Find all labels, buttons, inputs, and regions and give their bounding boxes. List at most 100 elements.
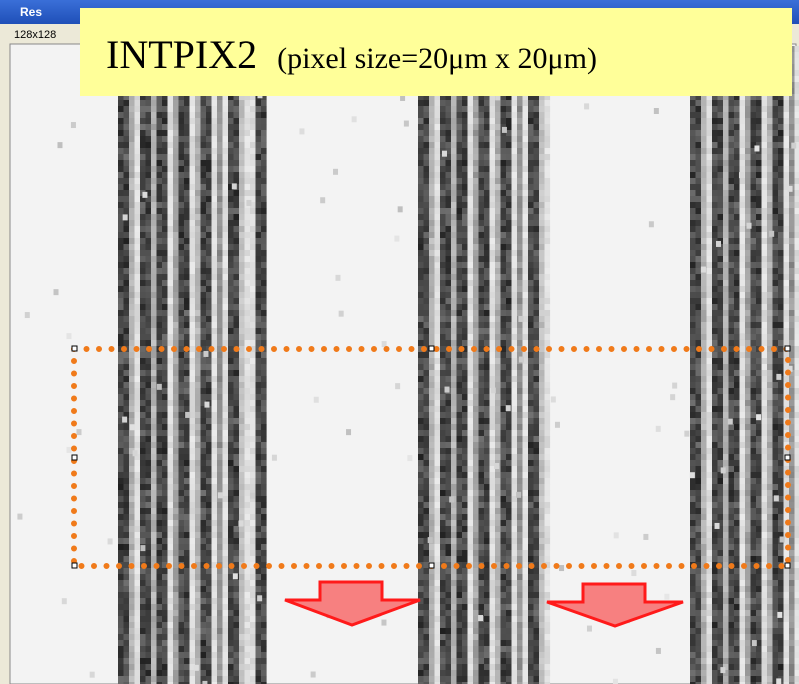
pixel [501, 598, 507, 604]
pixel [473, 580, 479, 586]
pixel [124, 106, 130, 112]
pixel [212, 142, 218, 148]
pixel [162, 658, 168, 664]
pixel [462, 100, 468, 106]
pixel [151, 244, 157, 250]
pixel [424, 226, 430, 232]
pixel [168, 670, 174, 676]
pixel [162, 496, 168, 502]
pixel [151, 628, 157, 634]
pixel [435, 250, 441, 256]
pixel [201, 526, 207, 532]
pixel [151, 652, 157, 658]
pixel [462, 394, 468, 400]
pixel [440, 628, 446, 634]
pixel [245, 532, 251, 538]
pixel [228, 520, 234, 526]
pixel [118, 604, 124, 610]
pixel [435, 418, 441, 424]
pixel [184, 238, 190, 244]
pixel [457, 448, 463, 454]
pixel [223, 352, 229, 358]
pixel [179, 412, 185, 418]
pixel [190, 256, 196, 262]
pixel [490, 412, 496, 418]
pixel [212, 334, 218, 340]
pixel [239, 490, 245, 496]
pixel [212, 586, 218, 592]
pixel [468, 148, 474, 154]
pixel [223, 466, 229, 472]
pixel [523, 130, 529, 136]
pixel [162, 628, 168, 634]
pixel [446, 328, 452, 334]
pixel [484, 286, 490, 292]
pixel [129, 304, 135, 310]
pixel [446, 166, 452, 172]
pixel [245, 136, 251, 142]
pixel [168, 178, 174, 184]
pixel [206, 436, 212, 442]
pixel [418, 226, 424, 232]
pixel [195, 592, 201, 598]
pixel [140, 454, 146, 460]
pixel [261, 220, 267, 226]
pixel [157, 544, 163, 550]
pixel [495, 262, 501, 268]
pixel [479, 244, 485, 250]
pixel [195, 634, 201, 640]
pixel [217, 676, 223, 682]
pixel [451, 670, 457, 676]
pixel [435, 676, 441, 682]
pixel [256, 460, 262, 466]
pixel [429, 604, 435, 610]
pixel [217, 664, 223, 670]
pixel [239, 274, 245, 280]
pixel [124, 166, 130, 172]
pixel [195, 106, 201, 112]
pixel [451, 586, 457, 592]
pixel [440, 508, 446, 514]
pixel [440, 460, 446, 466]
pixel [118, 178, 124, 184]
pixel [462, 640, 468, 646]
pixel [179, 616, 185, 622]
pixel [234, 142, 240, 148]
pixel [446, 424, 452, 430]
pixel [217, 184, 223, 190]
pixel [190, 250, 196, 256]
pixel [173, 550, 179, 556]
pixel [256, 538, 262, 544]
pixel [190, 520, 196, 526]
pixel [490, 508, 496, 514]
pixel [223, 244, 229, 250]
pixel [190, 214, 196, 220]
pixel [512, 292, 518, 298]
pixel [473, 208, 479, 214]
pixel [462, 466, 468, 472]
pixel [429, 388, 435, 394]
pixel [418, 268, 424, 274]
pixel [245, 676, 251, 682]
pixel [517, 178, 523, 184]
pixel [206, 484, 212, 490]
pixel [217, 286, 223, 292]
pixel [135, 238, 141, 244]
pixel [440, 280, 446, 286]
pixel [157, 316, 163, 322]
pixel [245, 478, 251, 484]
pixel [173, 454, 179, 460]
pixel [446, 304, 452, 310]
pixel [424, 652, 430, 658]
pixel [245, 592, 251, 598]
pixel [124, 604, 130, 610]
pixel [429, 418, 435, 424]
pixel [484, 370, 490, 376]
pixel [162, 652, 168, 658]
pixel [190, 190, 196, 196]
pixel [201, 580, 207, 586]
pixel [190, 268, 196, 274]
pixel [135, 376, 141, 382]
pixel [512, 586, 518, 592]
pixel [440, 634, 446, 640]
